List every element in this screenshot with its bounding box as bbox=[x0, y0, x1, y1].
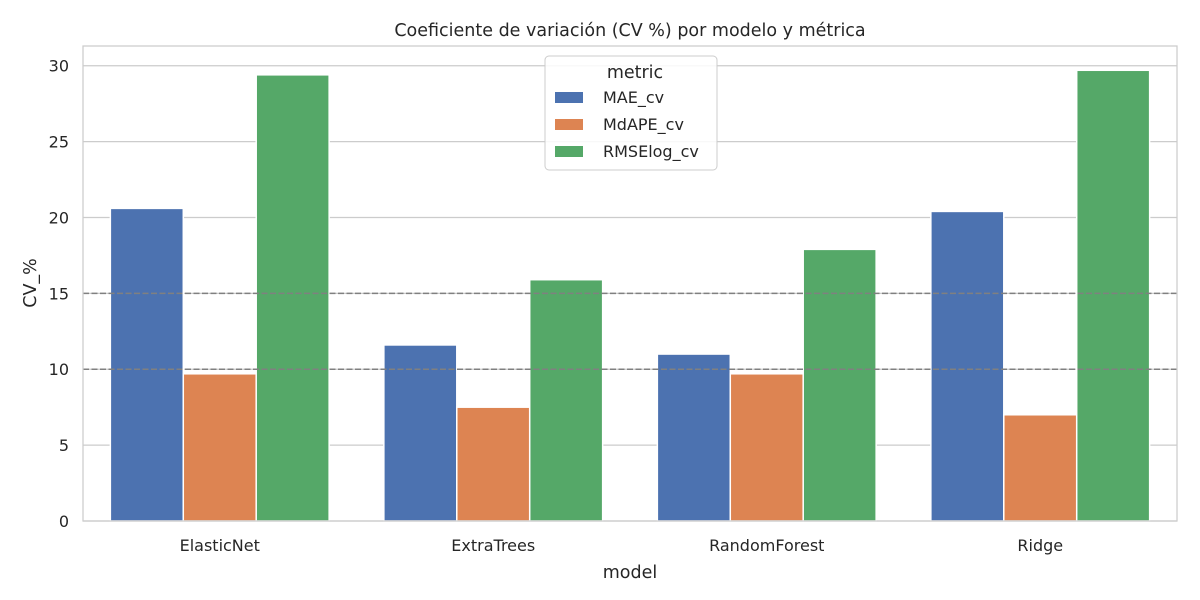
reference-lines bbox=[83, 292, 1177, 370]
bar-mae-cv bbox=[383, 344, 458, 522]
bar-mdape-cv bbox=[456, 406, 531, 522]
x-axis-title: model bbox=[603, 563, 658, 583]
x-tick-label: ExtraTrees bbox=[451, 536, 535, 555]
legend-title: metric bbox=[607, 63, 663, 83]
legend-label: MdAPE_cv bbox=[603, 115, 684, 135]
bar-rmselog-cv bbox=[1075, 69, 1151, 522]
bar-mae-cv bbox=[930, 210, 1005, 522]
y-tick-label: 25 bbox=[49, 133, 69, 152]
legend-label: MAE_cv bbox=[603, 88, 664, 108]
bar-mdape-cv bbox=[1003, 414, 1078, 522]
bars-layer bbox=[109, 69, 1151, 522]
legend-label: RMSElog_cv bbox=[603, 142, 699, 162]
plot-frame bbox=[82, 45, 1178, 522]
x-tick-labels: ElasticNet ExtraTrees RandomForest Ridge bbox=[180, 536, 1064, 555]
y-tick-label: 20 bbox=[49, 208, 69, 227]
x-tick-label: ElasticNet bbox=[180, 536, 260, 555]
bar-mdape-cv bbox=[729, 373, 804, 522]
y-axis-title: CV_% bbox=[21, 258, 41, 308]
legend-swatch bbox=[555, 119, 583, 130]
chart-title: Coeficiente de variación (CV %) por mode… bbox=[394, 21, 865, 41]
legend: metric MAE_cv MdAPE_cv RMSElog_cv bbox=[544, 55, 718, 171]
legend-box bbox=[544, 55, 718, 171]
y-tick-label: 15 bbox=[49, 284, 69, 303]
legend-swatch bbox=[555, 92, 583, 103]
bar-mae-cv bbox=[656, 353, 732, 522]
y-tick-label: 30 bbox=[49, 57, 69, 76]
bar-mae-cv bbox=[109, 207, 185, 522]
x-tick-label: RandomForest bbox=[709, 536, 824, 555]
y-tick-label: 0 bbox=[59, 512, 69, 531]
bar-rmselog-cv bbox=[528, 278, 604, 522]
legend-swatch bbox=[555, 146, 583, 157]
bar-mdape-cv bbox=[182, 373, 257, 522]
y-tick-label: 10 bbox=[49, 360, 69, 379]
y-tick-label: 5 bbox=[59, 436, 69, 455]
bar-rmselog-cv bbox=[802, 248, 877, 522]
x-tick-label: Ridge bbox=[1017, 536, 1063, 555]
y-tick-labels: 0 5 10 15 20 25 30 bbox=[49, 57, 69, 531]
bar-rmselog-cv bbox=[255, 74, 330, 522]
